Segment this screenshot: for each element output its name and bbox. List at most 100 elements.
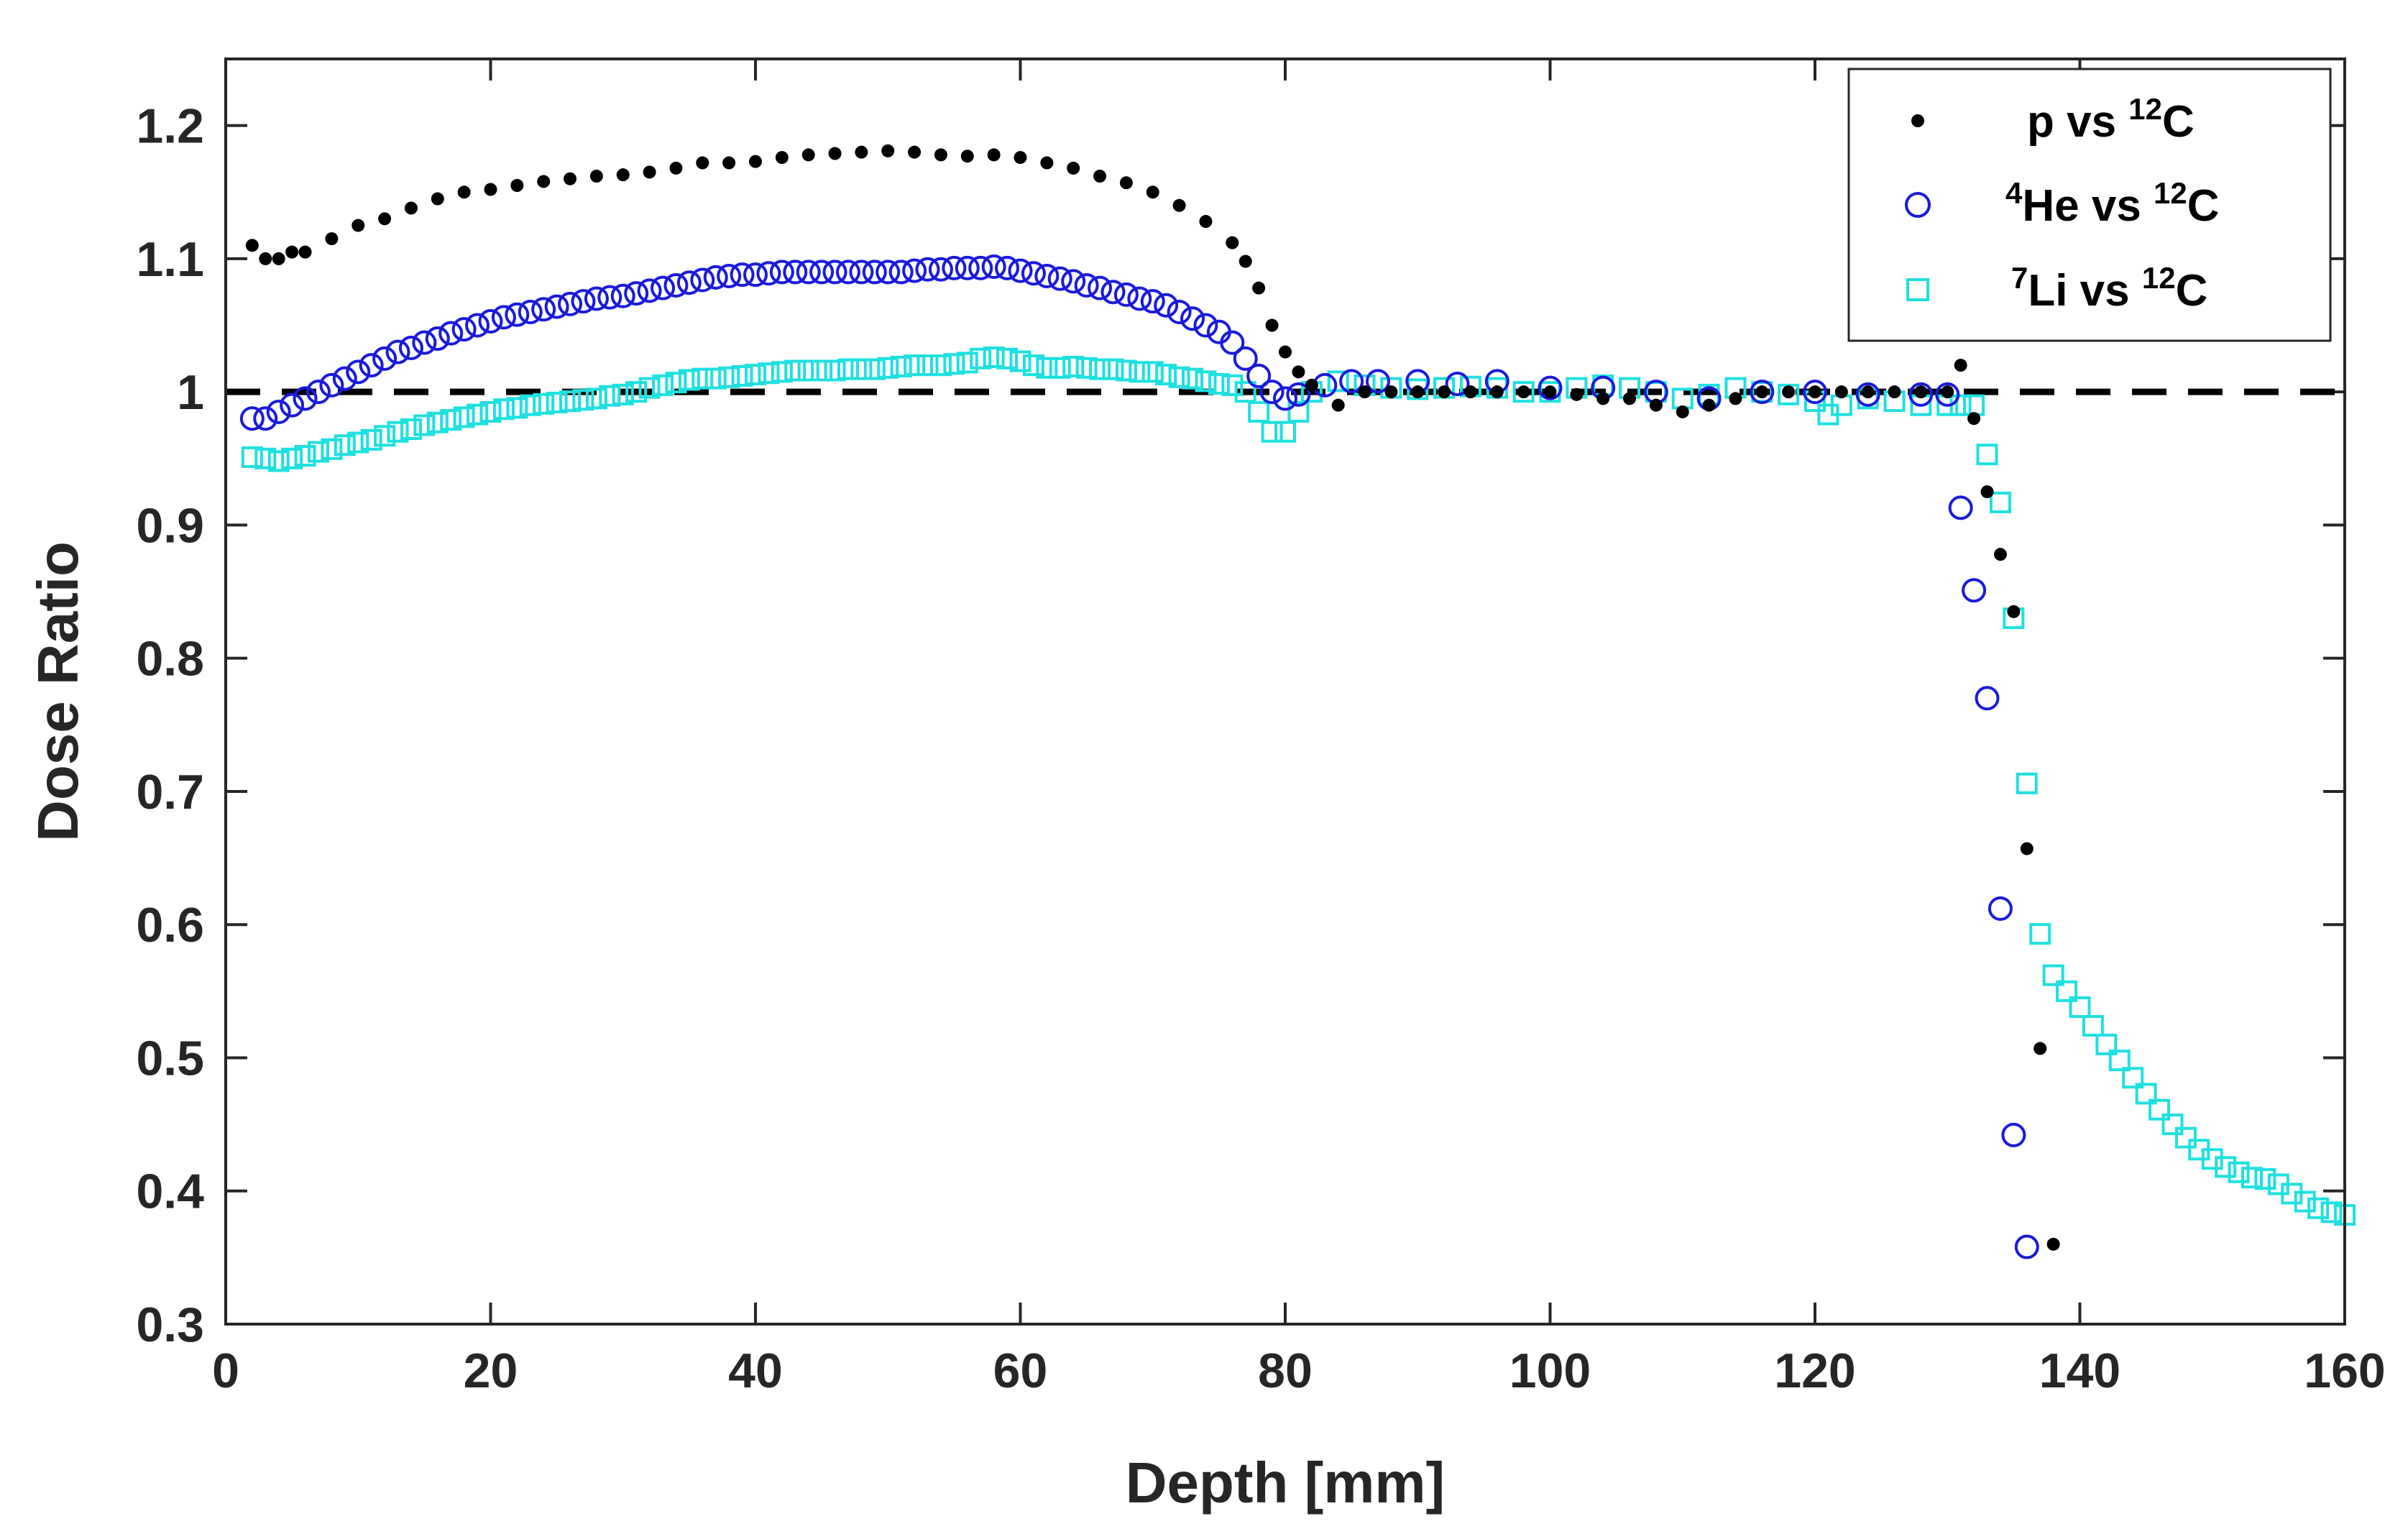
data-point xyxy=(1199,215,1213,229)
data-point xyxy=(1538,375,1563,400)
data-point xyxy=(1022,354,1044,377)
data-point xyxy=(2254,1168,2276,1190)
data-point xyxy=(1445,372,1470,397)
data-point xyxy=(1141,361,1164,383)
legend: p vs 12C 4He vs 12C 7Li vs 12C xyxy=(1847,68,2332,342)
data-point xyxy=(1248,400,1270,423)
data-point xyxy=(1140,289,1165,314)
data-point xyxy=(877,357,899,379)
legend-li-sup: 12 xyxy=(2142,261,2176,295)
data-point xyxy=(665,372,687,394)
x-tick-label: 40 xyxy=(728,1344,783,1398)
data-point xyxy=(259,252,272,265)
data-point xyxy=(1154,293,1179,318)
series-4he-vs-12c xyxy=(239,254,2039,1259)
x-tick-label: 20 xyxy=(464,1344,518,1398)
data-point xyxy=(2056,980,2078,1002)
data-point xyxy=(510,179,524,192)
data-point xyxy=(351,219,365,232)
legend-marker-p xyxy=(1911,114,1924,127)
x-tick-label: 160 xyxy=(2304,1344,2385,1398)
data-point xyxy=(285,245,299,259)
data-point xyxy=(2082,1015,2104,1037)
data-point xyxy=(849,260,874,285)
data-point xyxy=(1172,198,1186,212)
data-point xyxy=(612,383,634,405)
data-point xyxy=(398,336,423,361)
data-point xyxy=(968,255,993,280)
data-point xyxy=(1047,266,1072,291)
data-point xyxy=(1252,281,1266,295)
data-point xyxy=(983,346,1005,368)
data-point xyxy=(876,260,901,285)
data-point xyxy=(1155,364,1177,386)
data-point xyxy=(438,321,464,346)
data-point xyxy=(584,286,609,311)
data-point xyxy=(690,267,715,293)
data-point xyxy=(881,144,895,157)
data-point xyxy=(745,364,766,386)
data-point xyxy=(1259,380,1285,405)
data-point xyxy=(1954,359,1967,372)
series-7li-vs-12c xyxy=(241,346,2356,1226)
data-point xyxy=(1089,358,1111,380)
y-tick-label: 0.4 xyxy=(136,1165,204,1219)
data-point xyxy=(616,168,630,182)
data-point xyxy=(1067,161,1080,175)
data-point xyxy=(756,261,781,286)
data-point xyxy=(837,358,859,380)
data-point xyxy=(835,260,860,285)
x-tick-label: 140 xyxy=(2039,1344,2120,1398)
data-point xyxy=(537,175,551,188)
x-tick-label: 0 xyxy=(212,1344,239,1398)
data-point xyxy=(749,155,762,168)
data-series xyxy=(239,144,2356,1259)
data-point xyxy=(663,272,689,298)
data-point xyxy=(1365,369,1390,394)
data-point xyxy=(1014,151,1027,165)
data-point xyxy=(1246,363,1272,388)
data-point xyxy=(811,359,833,382)
legend-he-base: He vs xyxy=(2022,181,2154,231)
data-point xyxy=(981,254,1006,280)
data-point xyxy=(1327,370,1349,392)
data-point xyxy=(404,201,418,215)
data-point xyxy=(809,260,835,285)
data-point xyxy=(651,275,676,300)
data-point xyxy=(559,390,582,413)
legend-he-sup: 12 xyxy=(2154,176,2187,210)
data-point xyxy=(412,330,437,355)
data-point xyxy=(2108,1050,2131,1072)
data-point xyxy=(1570,387,1584,401)
data-point xyxy=(440,409,462,431)
data-point xyxy=(902,258,927,283)
y-tick-label: 1.1 xyxy=(136,232,204,287)
data-point xyxy=(1384,385,1398,399)
data-point xyxy=(916,354,939,377)
data-point xyxy=(691,367,714,390)
data-point xyxy=(2095,1033,2118,1055)
data-point xyxy=(796,260,821,285)
data-point xyxy=(1193,313,1218,338)
data-point xyxy=(2307,1197,2330,1219)
data-point xyxy=(1034,263,1060,288)
data-point xyxy=(758,362,780,385)
data-point xyxy=(2174,1126,2197,1149)
data-point xyxy=(1062,355,1085,377)
data-point xyxy=(426,411,449,433)
data-point xyxy=(1287,400,1310,423)
data-point xyxy=(451,317,477,342)
data-point xyxy=(1755,385,1769,399)
data-point xyxy=(2001,1122,2026,1147)
data-point xyxy=(266,399,291,424)
data-point xyxy=(1208,373,1230,395)
data-point xyxy=(797,359,819,382)
x-tick-label: 80 xyxy=(1258,1344,1313,1398)
data-point xyxy=(280,392,305,418)
data-point xyxy=(2016,772,2038,794)
data-point xyxy=(325,232,339,246)
data-point xyxy=(1512,381,1535,403)
data-point xyxy=(599,385,621,407)
data-point xyxy=(453,406,475,428)
x-axis-label: Depth [mm] xyxy=(1126,1451,1445,1515)
